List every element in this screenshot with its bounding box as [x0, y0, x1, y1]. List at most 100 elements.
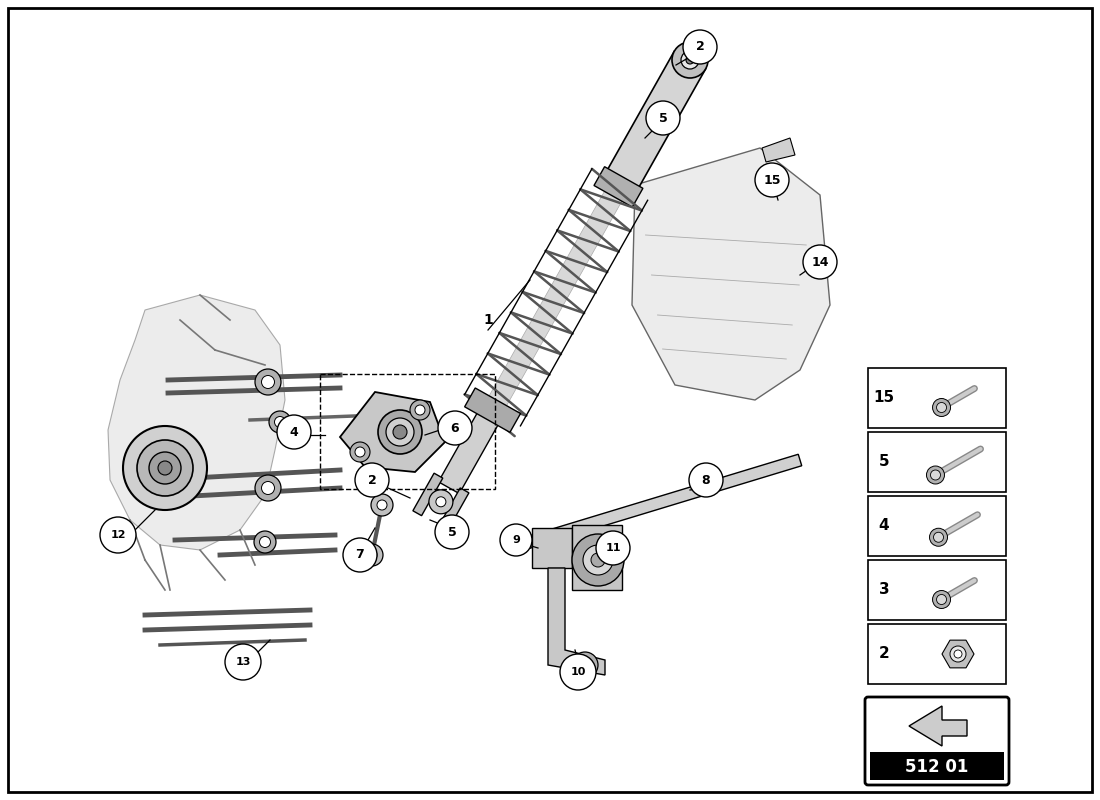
Circle shape [936, 594, 946, 605]
Circle shape [138, 440, 192, 496]
Circle shape [936, 402, 946, 413]
Circle shape [930, 528, 947, 546]
Circle shape [500, 524, 532, 556]
Circle shape [755, 163, 789, 197]
Polygon shape [909, 706, 967, 746]
Polygon shape [439, 488, 469, 530]
Circle shape [377, 500, 387, 510]
FancyBboxPatch shape [868, 368, 1007, 428]
Polygon shape [572, 525, 621, 590]
Circle shape [262, 375, 275, 389]
Circle shape [672, 42, 708, 78]
FancyBboxPatch shape [868, 624, 1007, 684]
Text: 1: 1 [483, 313, 493, 327]
Text: 5: 5 [448, 526, 456, 538]
Circle shape [361, 544, 383, 566]
Polygon shape [340, 392, 446, 472]
Polygon shape [532, 528, 572, 568]
Text: 3: 3 [879, 582, 889, 598]
Circle shape [275, 417, 286, 427]
Circle shape [434, 515, 469, 549]
Circle shape [560, 654, 596, 690]
Circle shape [954, 650, 962, 658]
Text: 7: 7 [355, 549, 364, 562]
Circle shape [683, 30, 717, 64]
Circle shape [270, 411, 292, 433]
Circle shape [436, 497, 446, 507]
Circle shape [123, 426, 207, 510]
Circle shape [438, 411, 472, 445]
Circle shape [686, 56, 694, 64]
Polygon shape [603, 51, 706, 196]
Circle shape [681, 51, 698, 69]
Circle shape [226, 644, 261, 680]
Circle shape [931, 470, 940, 480]
Text: 4: 4 [289, 426, 298, 438]
Circle shape [355, 463, 389, 497]
FancyBboxPatch shape [865, 697, 1009, 785]
Polygon shape [464, 388, 520, 432]
Polygon shape [108, 295, 285, 550]
Text: 5: 5 [659, 111, 668, 125]
Text: 4: 4 [879, 518, 889, 534]
Text: 8: 8 [702, 474, 711, 486]
Circle shape [583, 545, 613, 575]
Circle shape [350, 442, 370, 462]
Circle shape [926, 466, 945, 484]
Circle shape [591, 553, 605, 567]
Polygon shape [548, 568, 605, 675]
Circle shape [262, 482, 275, 494]
Circle shape [572, 534, 624, 586]
Polygon shape [594, 166, 642, 207]
Polygon shape [439, 409, 500, 494]
Circle shape [689, 463, 723, 497]
FancyBboxPatch shape [868, 432, 1007, 492]
Circle shape [277, 415, 311, 449]
Text: 6: 6 [451, 422, 460, 434]
Circle shape [596, 531, 630, 565]
Circle shape [579, 659, 591, 671]
Circle shape [355, 447, 365, 457]
Circle shape [255, 475, 280, 501]
Circle shape [255, 369, 280, 395]
Circle shape [148, 452, 182, 484]
Circle shape [367, 550, 377, 560]
Polygon shape [518, 454, 802, 550]
Circle shape [100, 517, 136, 553]
FancyBboxPatch shape [868, 496, 1007, 556]
Text: 2: 2 [367, 474, 376, 486]
Text: 13: 13 [235, 657, 251, 667]
FancyBboxPatch shape [868, 560, 1007, 620]
Circle shape [934, 532, 944, 542]
Circle shape [803, 245, 837, 279]
Polygon shape [412, 473, 443, 516]
Circle shape [393, 425, 407, 439]
Circle shape [933, 590, 950, 609]
FancyBboxPatch shape [870, 752, 1004, 780]
Circle shape [950, 646, 966, 662]
Polygon shape [762, 138, 795, 162]
Text: 11: 11 [605, 543, 620, 553]
Circle shape [343, 538, 377, 572]
Circle shape [429, 490, 453, 514]
Circle shape [572, 652, 598, 678]
Text: 12: 12 [110, 530, 125, 540]
Circle shape [410, 400, 430, 420]
Text: 512 01: 512 01 [905, 758, 969, 776]
Circle shape [260, 537, 271, 547]
Text: 14: 14 [812, 255, 828, 269]
Polygon shape [942, 640, 974, 668]
Text: 5: 5 [879, 454, 889, 470]
Circle shape [254, 531, 276, 553]
Text: 9: 9 [513, 535, 520, 545]
Circle shape [386, 418, 414, 446]
Polygon shape [632, 148, 830, 400]
Circle shape [415, 405, 425, 415]
Text: 15: 15 [763, 174, 781, 186]
Circle shape [378, 410, 422, 454]
Circle shape [371, 494, 393, 516]
Text: 15: 15 [873, 390, 894, 406]
Circle shape [646, 101, 680, 135]
Text: 2: 2 [695, 41, 704, 54]
Polygon shape [484, 180, 628, 415]
